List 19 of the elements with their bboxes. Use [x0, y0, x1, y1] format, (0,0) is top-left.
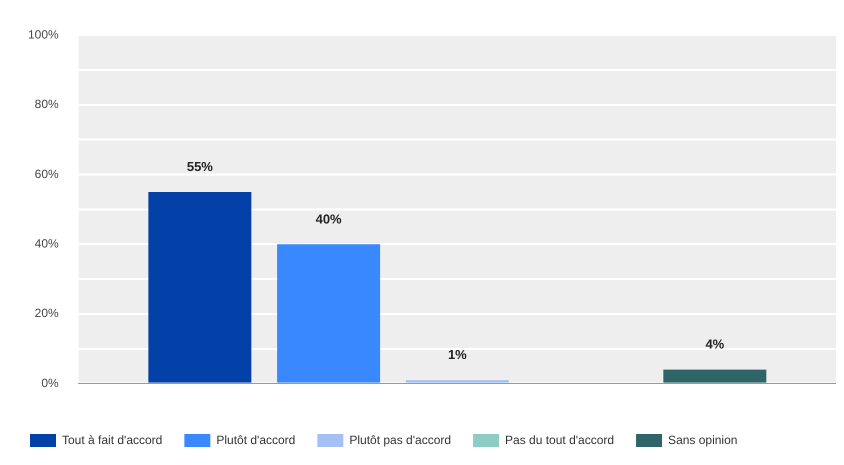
bar [277, 244, 380, 383]
bar [148, 192, 252, 383]
data-label: 40% [316, 211, 342, 226]
bar [406, 380, 509, 383]
data-label: 55% [186, 159, 214, 174]
y-tick-label: 0% [41, 376, 60, 390]
legend-label: Tout à fait d'accord [62, 432, 162, 447]
data-label: 4% [705, 336, 725, 352]
legend-label: Plutôt d'accord [216, 432, 296, 447]
y-tick-label: 80% [34, 97, 60, 112]
y-tick-label: 40% [34, 236, 60, 251]
bar [663, 370, 766, 383]
y-tick-label: 60% [34, 166, 60, 181]
legend-label: Pas du tout d'accord [505, 432, 614, 447]
data-label: 1% [448, 347, 468, 362]
y-tick-label: 100% [28, 28, 60, 42]
y-tick-label: 20% [34, 306, 60, 320]
legend-label: Plutôt pas d'accord [349, 432, 452, 447]
legend-label: Sans opinion [668, 432, 738, 447]
